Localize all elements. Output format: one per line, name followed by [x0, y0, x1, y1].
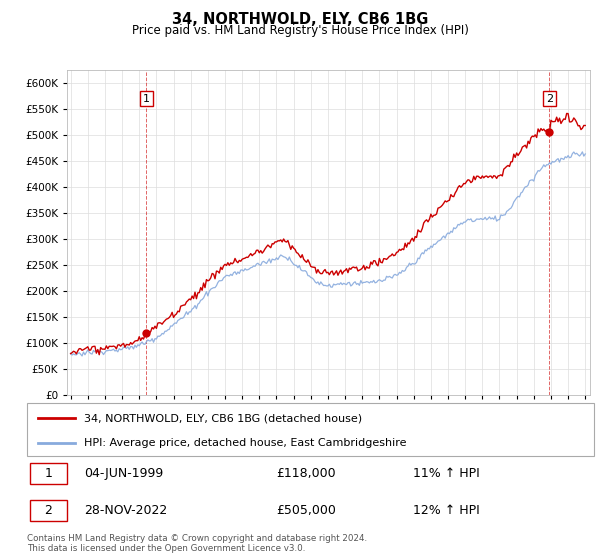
- Text: 04-JUN-1999: 04-JUN-1999: [84, 467, 163, 480]
- Text: £505,000: £505,000: [277, 505, 337, 517]
- FancyBboxPatch shape: [30, 463, 67, 484]
- FancyBboxPatch shape: [30, 500, 67, 521]
- Text: Contains HM Land Registry data © Crown copyright and database right 2024.
This d: Contains HM Land Registry data © Crown c…: [27, 534, 367, 553]
- Text: 34, NORTHWOLD, ELY, CB6 1BG (detached house): 34, NORTHWOLD, ELY, CB6 1BG (detached ho…: [84, 413, 362, 423]
- Text: 1: 1: [44, 467, 52, 480]
- Text: Price paid vs. HM Land Registry's House Price Index (HPI): Price paid vs. HM Land Registry's House …: [131, 24, 469, 36]
- Text: 12% ↑ HPI: 12% ↑ HPI: [413, 505, 479, 517]
- Text: 34, NORTHWOLD, ELY, CB6 1BG: 34, NORTHWOLD, ELY, CB6 1BG: [172, 12, 428, 27]
- Text: 2: 2: [44, 505, 52, 517]
- Text: £118,000: £118,000: [277, 467, 336, 480]
- Text: HPI: Average price, detached house, East Cambridgeshire: HPI: Average price, detached house, East…: [84, 437, 406, 447]
- Text: 1: 1: [143, 94, 150, 104]
- Text: 2: 2: [546, 94, 553, 104]
- Text: 28-NOV-2022: 28-NOV-2022: [84, 505, 167, 517]
- FancyBboxPatch shape: [27, 403, 594, 456]
- Text: 11% ↑ HPI: 11% ↑ HPI: [413, 467, 479, 480]
